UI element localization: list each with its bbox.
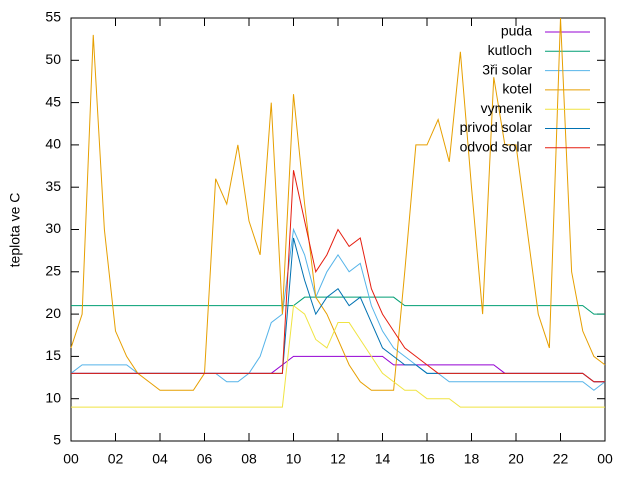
- y-tick-label: 10: [45, 389, 61, 405]
- y-tick-label: 55: [45, 9, 61, 25]
- x-tick-label: 06: [197, 451, 213, 467]
- y-axis-label: teplota ve C: [7, 193, 23, 268]
- x-tick-label: 16: [419, 451, 435, 467]
- y-tick-label: 40: [45, 136, 61, 152]
- y-tick-label: 35: [45, 178, 61, 194]
- series-line: [70, 17, 606, 391]
- legend-label: privod solar: [460, 119, 533, 135]
- y-tick-label: 20: [45, 305, 61, 321]
- y-tick-label: 25: [45, 263, 61, 279]
- x-tick-label: 20: [508, 451, 524, 467]
- y-tick-label: 30: [45, 220, 61, 236]
- series-line: [71, 304, 605, 408]
- legend-label: kutloch: [488, 42, 532, 58]
- x-tick-label: 02: [108, 451, 124, 467]
- legend-label: kotel: [502, 81, 532, 97]
- x-tick-label: 00: [63, 451, 79, 467]
- x-tick-label: 10: [286, 451, 302, 467]
- x-tick-label: 00: [597, 451, 613, 467]
- series-line: [71, 170, 605, 383]
- y-tick-label: 15: [45, 347, 61, 363]
- series-line: [71, 237, 605, 383]
- x-tick-label: 18: [464, 451, 480, 467]
- legend-label: puda: [501, 23, 532, 39]
- series-line: [70, 227, 606, 391]
- y-tick-label: 50: [45, 51, 61, 67]
- x-tick-label: 08: [241, 451, 257, 467]
- x-tick-label: 22: [553, 451, 569, 467]
- legend-label: odvod solar: [460, 139, 533, 155]
- x-tick-label: 04: [152, 451, 168, 467]
- x-tick-label: 12: [330, 451, 346, 467]
- y-tick-label: 5: [53, 432, 61, 448]
- y-tick-label: 45: [45, 93, 61, 109]
- series-line: [71, 296, 605, 315]
- legend-label: vymenik: [481, 100, 533, 116]
- x-tick-label: 14: [375, 451, 391, 467]
- legend-label: 3ři solar: [482, 61, 532, 77]
- series-line: [71, 355, 605, 383]
